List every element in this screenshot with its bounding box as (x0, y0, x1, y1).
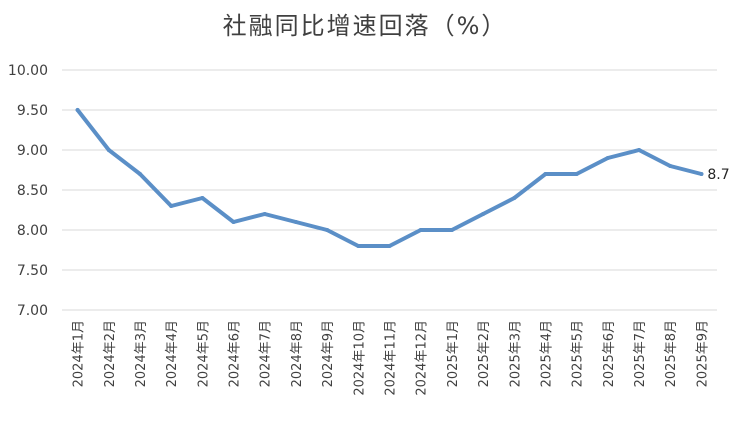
x-tick-label: 2024年9月 (321, 320, 336, 387)
data-point (137, 172, 142, 176)
y-tick-label: 9.00 (17, 143, 48, 159)
x-tick-label: 2024年12月 (415, 320, 430, 396)
data-point (481, 212, 486, 216)
y-tick-label: 10.00 (8, 63, 48, 79)
series-line (75, 108, 704, 248)
x-tick-label: 2024年8月 (290, 320, 305, 387)
x-tick-label: 2024年2月 (103, 320, 118, 387)
x-tick-label: 2024年10月 (352, 320, 367, 396)
data-point (262, 212, 267, 216)
data-labels: 8.70 (707, 167, 730, 183)
x-tick-label: 2024年6月 (228, 320, 243, 387)
gridlines (62, 69, 717, 311)
data-point (512, 196, 517, 200)
x-tick-label: 2025年5月 (571, 320, 586, 387)
x-tick-label: 2025年7月 (633, 320, 648, 387)
x-tick-label: 2024年3月 (134, 320, 149, 387)
x-tick-label: 2024年5月 (196, 320, 211, 387)
data-point (325, 228, 330, 232)
y-tick-label: 8.50 (17, 183, 48, 199)
data-label: 8.70 (707, 167, 730, 183)
data-point (293, 220, 298, 224)
data-point (449, 228, 454, 232)
x-tick-label: 2025年1月 (446, 320, 461, 387)
x-tick-label: 2024年4月 (165, 320, 180, 387)
x-tick-label: 2025年9月 (695, 320, 710, 387)
data-point (106, 148, 111, 152)
x-tick-label: 2025年8月 (664, 320, 679, 387)
x-tick-label: 2025年2月 (477, 320, 492, 387)
data-point (75, 108, 80, 112)
data-point (200, 196, 205, 200)
y-tick-label: 9.50 (17, 103, 48, 119)
x-tick-label: 2024年1月 (72, 320, 87, 387)
data-point (543, 172, 548, 176)
y-tick-label: 8.00 (17, 223, 48, 239)
series (75, 108, 704, 248)
y-tick-label: 7.00 (17, 303, 48, 319)
data-point (699, 172, 704, 176)
x-axis-ticks: 2024年1月 2024年2月 2024年3月 2024年4月 2024年5月 2024年… (72, 320, 711, 396)
data-point (574, 172, 579, 176)
x-tick-label: 2024年11月 (384, 320, 399, 396)
data-point (637, 148, 642, 152)
x-tick-label: 2025年4月 (539, 320, 554, 387)
y-tick-label: 7.50 (17, 263, 48, 279)
data-point (356, 244, 361, 248)
data-point (668, 164, 673, 168)
data-point (169, 204, 174, 208)
x-tick-label: 2024年7月 (259, 320, 274, 387)
y-axis-ticks: 7.00 7.50 8.00 8.50 9.00 9.50 10.00 (8, 63, 48, 319)
data-point (231, 220, 236, 224)
x-tick-label: 2025年6月 (602, 320, 617, 387)
data-point (418, 228, 423, 232)
data-point (605, 156, 610, 160)
x-tick-label: 2025年3月 (508, 320, 523, 387)
chart-title: 社融同比增速回落（%） (222, 12, 508, 40)
data-point (387, 244, 392, 248)
